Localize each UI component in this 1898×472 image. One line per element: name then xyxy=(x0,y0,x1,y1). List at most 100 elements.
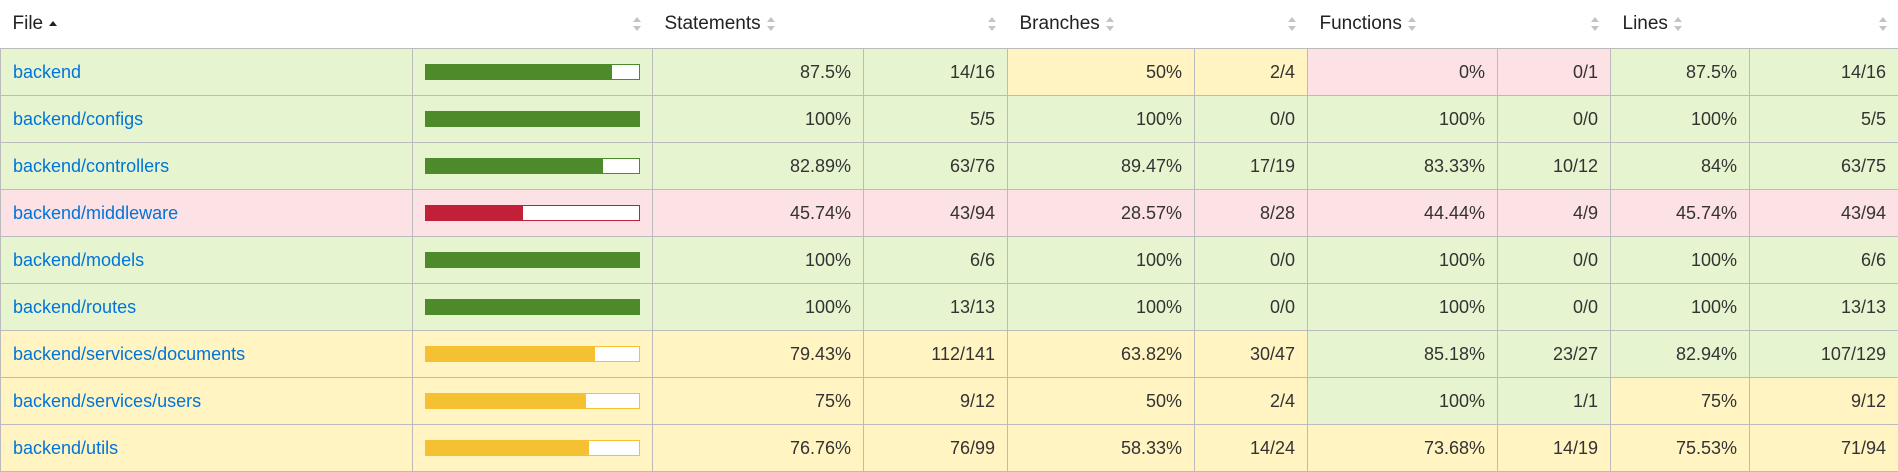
lines-percent: 100% xyxy=(1610,283,1750,331)
file-link[interactable]: backend/services/documents xyxy=(13,343,246,364)
lines-fraction: 5/5 xyxy=(1749,95,1898,143)
branches-percent: 28.57% xyxy=(1007,189,1195,237)
lines-percent: 100% xyxy=(1610,236,1750,284)
coverage-bar-fill xyxy=(426,112,639,126)
lines-percent: 45.74% xyxy=(1610,189,1750,237)
file-link[interactable]: backend/services/users xyxy=(13,390,202,411)
functions-fraction: 1/1 xyxy=(1497,377,1611,425)
column-header-lines-raw[interactable] xyxy=(1750,0,1898,49)
statements-fraction: 9/12 xyxy=(863,377,1008,425)
sort-icon xyxy=(1590,16,1599,31)
file-cell: backend/middleware xyxy=(0,189,413,237)
statements-fraction: 5/5 xyxy=(863,95,1008,143)
functions-fraction: 0/0 xyxy=(1497,283,1611,331)
statements-percent: 45.74% xyxy=(652,189,864,237)
column-header-file[interactable]: File xyxy=(1,0,413,49)
lines-fraction: 63/75 xyxy=(1749,142,1898,190)
file-link[interactable]: backend/utils xyxy=(13,437,119,458)
coverage-bar-cell xyxy=(412,48,653,96)
functions-percent: 85.18% xyxy=(1307,330,1498,378)
file-link[interactable]: backend/models xyxy=(13,249,145,270)
file-link[interactable]: backend/routes xyxy=(13,296,137,317)
table-row: backend/models 100% 6/6 100% 0/0 100% 0/0 100% 6… xyxy=(0,236,1898,284)
file-link[interactable]: backend/controllers xyxy=(13,155,170,176)
branches-percent: 100% xyxy=(1007,95,1195,143)
functions-percent: 100% xyxy=(1307,283,1498,331)
coverage-bar-cell xyxy=(412,330,653,378)
file-cell: backend/services/users xyxy=(0,377,413,425)
table-row: backend/middleware 45.74% 43/94 28.57% 8/28 4… xyxy=(0,189,1898,237)
coverage-bar-cell xyxy=(412,142,653,190)
column-header-lines-label: Lines xyxy=(1622,13,1668,34)
table-row: backend/configs 100% 5/5 100% 0/0 100% 0/0 100%… xyxy=(0,95,1898,143)
branches-percent: 100% xyxy=(1007,236,1195,284)
column-header-branches-raw[interactable] xyxy=(1195,0,1308,49)
column-header-functions-raw[interactable] xyxy=(1498,0,1611,49)
table-row: backend/utils 76.76% 76/99 58.33% 14/24 73.68… xyxy=(0,424,1898,472)
functions-percent: 100% xyxy=(1307,377,1498,425)
file-link[interactable]: backend xyxy=(13,61,82,82)
column-header-lines[interactable]: Lines xyxy=(1611,0,1750,49)
lines-fraction: 107/129 xyxy=(1749,330,1898,378)
column-header-branches[interactable]: Branches xyxy=(1008,0,1195,49)
coverage-bar xyxy=(425,64,640,80)
functions-fraction: 10/12 xyxy=(1497,142,1611,190)
file-link[interactable]: backend/configs xyxy=(13,108,144,129)
branches-fraction: 2/4 xyxy=(1194,377,1308,425)
branches-percent: 50% xyxy=(1007,377,1195,425)
statements-percent: 87.5% xyxy=(652,48,864,96)
branches-fraction: 17/19 xyxy=(1194,142,1308,190)
table-row: backend/services/users 75% 9/12 50% 2/4 100% 1… xyxy=(0,377,1898,425)
file-cell: backend/models xyxy=(0,236,413,284)
sort-icon xyxy=(766,16,775,31)
lines-fraction: 43/94 xyxy=(1749,189,1898,237)
sort-icon xyxy=(1878,16,1887,31)
functions-fraction: 0/0 xyxy=(1497,95,1611,143)
statements-percent: 75% xyxy=(652,377,864,425)
branches-fraction: 8/28 xyxy=(1194,189,1308,237)
statements-fraction: 76/99 xyxy=(863,424,1008,472)
lines-fraction: 14/16 xyxy=(1749,48,1898,96)
coverage-bar-fill xyxy=(426,253,639,267)
lines-percent: 75.53% xyxy=(1610,424,1750,472)
column-header-statements-label: Statements xyxy=(664,13,761,34)
coverage-bar-cell xyxy=(412,424,653,472)
coverage-bar xyxy=(425,158,640,174)
file-cell: backend/utils xyxy=(0,424,413,472)
coverage-bar xyxy=(425,393,640,409)
lines-percent: 75% xyxy=(1610,377,1750,425)
statements-percent: 79.43% xyxy=(652,330,864,378)
file-cell: backend/services/documents xyxy=(0,330,413,378)
sort-icon xyxy=(987,16,996,31)
sort-icon xyxy=(1673,16,1682,31)
column-header-functions[interactable]: Functions xyxy=(1308,0,1498,49)
column-header-statements-raw[interactable] xyxy=(864,0,1008,49)
coverage-bar-fill xyxy=(426,300,639,314)
coverage-bar xyxy=(425,299,640,315)
coverage-bar-cell xyxy=(412,189,653,237)
column-header-statements[interactable]: Statements xyxy=(653,0,864,49)
branches-fraction: 0/0 xyxy=(1194,236,1308,284)
functions-fraction: 0/0 xyxy=(1497,236,1611,284)
column-header-file-bar[interactable] xyxy=(413,0,653,49)
lines-percent: 100% xyxy=(1610,95,1750,143)
branches-fraction: 2/4 xyxy=(1194,48,1308,96)
file-cell: backend/routes xyxy=(0,283,413,331)
branches-fraction: 0/0 xyxy=(1194,95,1308,143)
lines-percent: 84% xyxy=(1610,142,1750,190)
statements-fraction: 13/13 xyxy=(863,283,1008,331)
sort-icon xyxy=(1105,16,1114,31)
statements-fraction: 63/76 xyxy=(863,142,1008,190)
coverage-bar xyxy=(425,205,640,221)
coverage-bar-fill xyxy=(426,65,613,79)
functions-percent: 100% xyxy=(1307,236,1498,284)
branches-percent: 89.47% xyxy=(1007,142,1195,190)
functions-fraction: 0/1 xyxy=(1497,48,1611,96)
file-cell: backend xyxy=(0,48,413,96)
coverage-bar-cell xyxy=(412,377,653,425)
coverage-bar-fill xyxy=(426,159,603,173)
functions-percent: 100% xyxy=(1307,95,1498,143)
functions-percent: 83.33% xyxy=(1307,142,1498,190)
file-link[interactable]: backend/middleware xyxy=(13,202,179,223)
